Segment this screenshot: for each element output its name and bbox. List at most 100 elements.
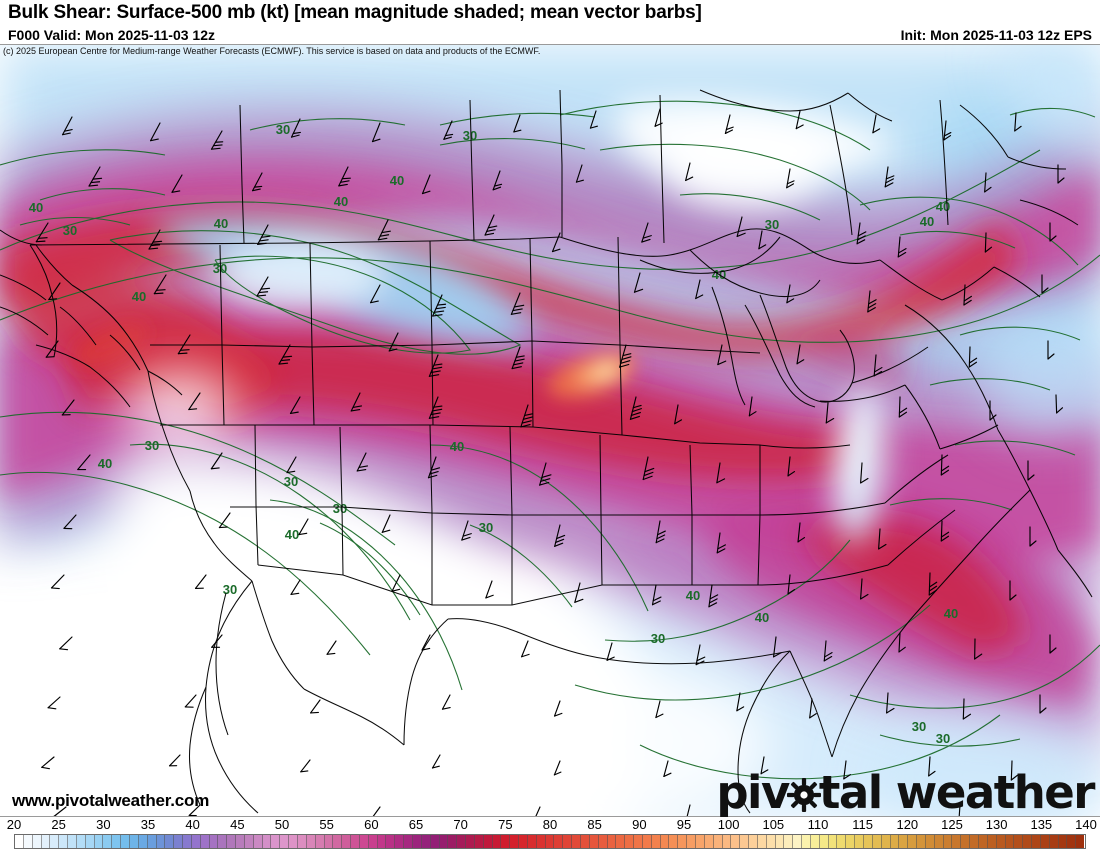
colorbar-cell [510, 835, 520, 848]
svg-text:30: 30 [276, 122, 290, 137]
colorbar-cell [554, 835, 564, 848]
colorbar-cell [165, 835, 175, 848]
colorbar-tick: 65 [408, 817, 424, 832]
colorbar-tick: 40 [185, 817, 200, 832]
shear-shading-low [100, 369, 770, 817]
colorbar-cell [722, 835, 732, 848]
colorbar-cell [1005, 835, 1015, 848]
colorbar-cell [908, 835, 918, 848]
colorbar-cell [457, 835, 467, 848]
colorbar-cell [527, 835, 537, 848]
colorbar-cell [952, 835, 962, 848]
colorbar-cell [1067, 835, 1077, 848]
colorbar-cell [581, 835, 590, 848]
colorbar-cell [651, 835, 661, 848]
colorbar-cell [634, 835, 643, 848]
colorbar-cell [68, 835, 77, 848]
colorbar-tick: 35 [140, 817, 156, 832]
colorbar-cell [395, 835, 405, 848]
colorbar-cell [306, 835, 316, 848]
svg-text:40: 40 [390, 173, 404, 188]
init-time-label: Init: Mon 2025-11-03 12z EPS [900, 27, 1092, 43]
wind-barbs [35, 108, 1065, 817]
svg-text:30: 30 [333, 501, 347, 516]
colorbar-cell [412, 835, 422, 848]
colorbar-cell [492, 835, 502, 848]
colorbar-cell [280, 835, 290, 848]
colorbar-cell [872, 835, 882, 848]
colorbar-tick: 120 [896, 817, 919, 832]
colorbar-cell [129, 835, 139, 848]
colorbar-tick: 125 [941, 817, 963, 832]
colorbar-cell [740, 835, 750, 848]
colorbar-cell [890, 835, 900, 848]
colorbar-cell [76, 835, 86, 848]
colorbar-tick: 95 [676, 817, 692, 832]
colorbar-cell [731, 835, 741, 848]
colorbar-cell [1076, 835, 1085, 848]
colorbar-tick: 70 [453, 817, 468, 832]
colorbar-cell [1040, 835, 1050, 848]
colorbar-cell [147, 835, 157, 848]
svg-text:40: 40 [285, 527, 299, 542]
colorbar-cell [855, 835, 864, 848]
colorbar-tick: 135 [1030, 817, 1053, 832]
contour-lines [0, 100, 1100, 780]
colorbar-cell [802, 835, 811, 848]
colorbar-cell [298, 835, 307, 848]
colorbar-cell [368, 835, 378, 848]
header-subrow: F000 Valid: Mon 2025-11-03 12z Init: Mon… [8, 27, 1092, 43]
colorbar-tick: 105 [762, 817, 785, 832]
colorbar-gradient-strip[interactable] [14, 834, 1086, 849]
colorbar-cell [669, 835, 679, 848]
colorbar-cell [289, 835, 298, 848]
svg-text:40: 40 [920, 214, 934, 229]
colorbar-cell [757, 835, 767, 848]
colorbar-cell [50, 835, 60, 848]
site-url-label: www.pivotalweather.com [12, 791, 210, 810]
colorbar-cell [846, 835, 856, 848]
colorbar-cell [819, 835, 829, 848]
colorbar-cell [59, 835, 69, 848]
colorbar-cell [112, 835, 122, 848]
svg-text:30: 30 [284, 474, 298, 489]
colorbar-cell [474, 835, 484, 848]
colorbar-cell [607, 835, 617, 848]
colorbar-cell [41, 835, 51, 848]
svg-text:30: 30 [936, 731, 950, 746]
map-canvas[interactable]: 40 30 30 40 30 30 40 40 40 40 30 40 40 3… [0, 44, 1100, 817]
colorbar-cell [404, 835, 413, 848]
colorbar-cell [421, 835, 431, 848]
colorbar-cell [23, 835, 33, 848]
svg-text:30: 30 [463, 128, 477, 143]
colorbar-cell [775, 835, 785, 848]
svg-text:30: 30 [765, 217, 779, 232]
svg-text:30: 30 [223, 582, 237, 597]
colorbar-tick: 45 [230, 817, 245, 832]
colorbar-cell [200, 835, 210, 848]
colorbar-cell [324, 835, 334, 848]
colorbar-tick-labels: 20 25 30 35 40 45 50 55 60 65 70 75 80 85 90 95 100 105 11… [0, 817, 1100, 833]
colorbar-cell [209, 835, 219, 848]
colorbar-cell [749, 835, 758, 848]
ecmwf-copyright: (c) 2025 European Centre for Medium-rang… [3, 46, 541, 56]
colorbar-cell [563, 835, 573, 848]
colorbar-cell [589, 835, 599, 848]
colorbar-cell [961, 835, 971, 848]
colorbar-cell [572, 835, 581, 848]
colorbar-cell [1058, 835, 1068, 848]
colorbar-tick: 30 [96, 817, 111, 832]
colorbar-cell [103, 835, 113, 848]
colorbar-cell [121, 835, 130, 848]
colorbar-cell [218, 835, 228, 848]
state-borders [0, 89, 1093, 814]
colorbar-cell [377, 835, 387, 848]
colorbar[interactable]: 20 25 30 35 40 45 50 55 60 65 70 75 80 85 90 95 100 105 11… [0, 816, 1100, 851]
shear-shading-atlantic [860, 45, 1100, 817]
colorbar-cell [642, 835, 652, 848]
colorbar-cell [864, 835, 873, 848]
colorbar-cell [94, 835, 104, 848]
svg-text:30: 30 [479, 520, 493, 535]
svg-text:40: 40 [450, 439, 464, 454]
colorbar-cell [687, 835, 696, 848]
